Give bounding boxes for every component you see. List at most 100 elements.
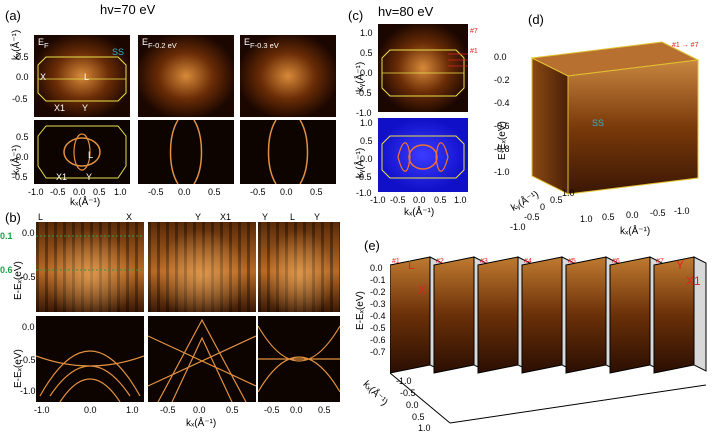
e-ytick: -0.1 <box>370 275 386 285</box>
c-cut-7: #7 <box>470 28 478 35</box>
e-right-point-x1: X1 <box>686 274 701 288</box>
panel-e-label: (e) <box>364 238 380 253</box>
stacked-cuts <box>390 256 707 424</box>
e-ytick: -0.4 <box>370 311 386 321</box>
e-cut-id: #5 <box>568 258 576 265</box>
e-left-point-x: X <box>418 283 427 297</box>
a-ytick: 0.0 <box>16 152 29 162</box>
e-kx-label: kₓ(Å⁻¹) <box>360 378 390 409</box>
c-xtick: -0.5 <box>390 195 406 205</box>
d-kx-tick: 1.0 <box>580 214 593 224</box>
b-ytick: -1.0 <box>20 386 36 396</box>
b-point-x1: X1 <box>220 212 232 222</box>
arpes-cut-yx1 <box>148 222 256 312</box>
c-xtick: -1.0 <box>370 195 386 205</box>
calc-point-l: L <box>88 150 94 160</box>
bz-outline <box>37 56 127 102</box>
a-xtick: 0.0 <box>280 187 293 197</box>
e-cut-id: #7 <box>656 258 664 265</box>
arpes-cut-yly <box>258 222 340 312</box>
a-xtick: 1.0 <box>114 187 127 197</box>
d-ytick: -0.6 <box>494 121 510 131</box>
e-ytick: 0.0 <box>370 263 383 273</box>
c-xtick: 0.5 <box>434 195 447 205</box>
c-ytick: 1.0 <box>360 28 373 38</box>
panel-c-hv: hv=80 eV <box>378 4 434 19</box>
b-ytick: 0.0 <box>22 228 35 238</box>
c-ytick: -1.0 <box>356 108 372 118</box>
e-cut-id: #1 <box>392 258 400 265</box>
calc-map-0.3 <box>240 119 336 185</box>
d-ytick: -0.4 <box>494 98 510 108</box>
calc-point-y: Y <box>86 172 93 182</box>
c-ytick: 0.5 <box>360 136 373 146</box>
calc-cut-lx <box>35 316 145 403</box>
b-xtick: -0.5 <box>160 405 176 415</box>
panel-a-xlabel: kₓ(Å⁻¹) <box>70 197 101 208</box>
a-xtick: 0.5 <box>310 187 323 197</box>
d-ytick: 0.0 <box>494 52 507 62</box>
b-ytick: -0.5 <box>20 355 36 365</box>
a-xtick: -1.0 <box>28 187 44 197</box>
b-xtick: -0.5 <box>264 405 280 415</box>
b-point-x: X <box>126 212 133 222</box>
a-ytick: 0.5 <box>16 52 29 62</box>
ef-0.2-label: EF-0.2 eV <box>142 37 177 50</box>
a-xtick: 0.0 <box>178 187 191 197</box>
e-cut-id: #4 <box>524 258 532 265</box>
b-ytick: 0.0 <box>22 322 35 332</box>
d-ytick: -0.8 <box>494 144 510 154</box>
cut-7 <box>653 256 707 374</box>
b-point-y2: Y <box>262 212 269 222</box>
c-ytick: 0.0 <box>360 154 373 164</box>
point-x1: X1 <box>54 103 66 113</box>
e-ytick: -0.6 <box>370 335 386 345</box>
d-ky-tick: -1.0 <box>510 222 526 232</box>
fermi-map-0.3 <box>240 35 336 117</box>
e-kx-tick: 0.0 <box>406 400 419 410</box>
c-xtick: 1.0 <box>454 195 467 205</box>
b-xtick: -1.0 <box>34 405 50 415</box>
fermi-map-ef <box>34 35 130 117</box>
point-y: Y <box>82 103 89 113</box>
c-cut-1: #1 <box>470 48 478 55</box>
e-ytick: -0.7 <box>370 347 386 357</box>
e-right-point-y: Y <box>676 258 685 272</box>
b-point-y: Y <box>195 212 202 222</box>
a-ytick: 0.0 <box>16 72 29 82</box>
a-xtick: 0.0 <box>73 187 86 197</box>
b-xtick: 0.0 <box>84 405 97 415</box>
panel-e-ylabel: E-Eₓ(eV) <box>355 291 366 330</box>
b-xtick: 0.0 <box>290 405 303 415</box>
fermi-map-80ev <box>378 24 468 112</box>
b-ytick: -0.5 <box>20 272 36 282</box>
marker-0.6: 0.6 <box>0 265 13 275</box>
a-xtick: -0.5 <box>50 187 66 197</box>
panel-b-xlabel: kₓ(Å⁻¹) <box>186 418 217 429</box>
b-point-l: L <box>38 212 44 222</box>
panel-a-hv: hv=70 eV <box>100 2 156 17</box>
point-l: L <box>84 72 90 82</box>
d-kx-tick: -0.5 <box>650 208 666 218</box>
d-kx-tick: 0.0 <box>626 210 639 220</box>
panel-c-xlabel: kₓ(Å⁻¹) <box>404 207 435 218</box>
d-ytick: -1.0 <box>494 167 510 177</box>
a-ytick: -0.5 <box>12 172 28 182</box>
e-kx-tick: -0.5 <box>400 388 416 398</box>
d-kx-tick: 0.5 <box>602 212 615 222</box>
a-xtick: -0.5 <box>148 187 164 197</box>
c-ytick: 0.5 <box>360 48 373 58</box>
a-xtick: 0.5 <box>208 187 221 197</box>
calc-cut-yly <box>257 316 341 402</box>
e-kx-tick: -1.0 <box>396 376 412 386</box>
marker-0.1: 0.1 <box>0 231 13 241</box>
b-point-y3: Y <box>314 212 321 222</box>
c-ytick: 0.0 <box>360 68 373 78</box>
d-ky-tick: 0.5 <box>550 195 563 205</box>
d-ky-tick: -0.5 <box>524 212 540 222</box>
b-xtick: 0.5 <box>318 405 331 415</box>
b-xtick: 0.0 <box>193 405 206 415</box>
b-xtick: 0.5 <box>226 405 239 415</box>
c-xtick: 0.0 <box>413 195 426 205</box>
d-ss-label: SS <box>592 118 605 128</box>
